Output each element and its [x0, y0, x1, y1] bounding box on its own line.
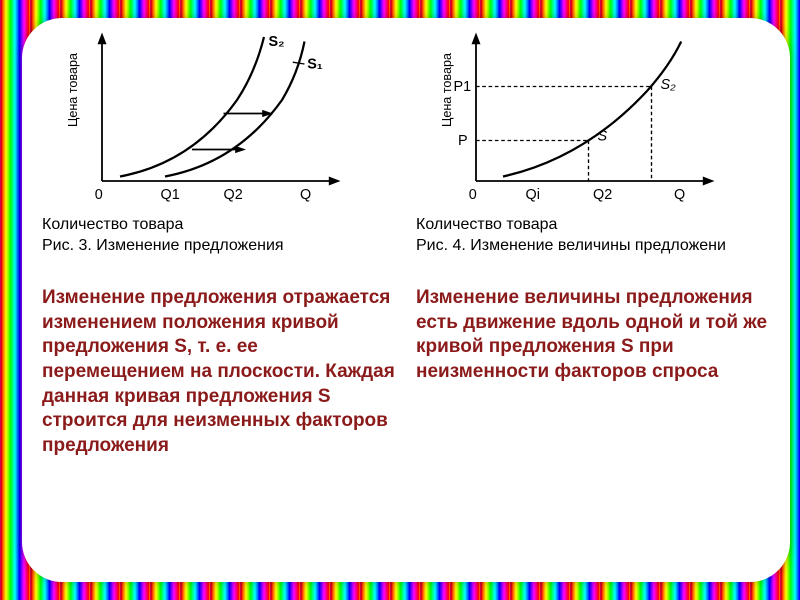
charts-container: Цена товара S₂ S₁ 0 Q1 Q2 Q Количество т	[42, 28, 770, 278]
point-s2: S₂	[661, 77, 677, 93]
chart1-tick1: Q1	[161, 187, 180, 203]
curve-supply	[503, 42, 681, 177]
point-s: S	[598, 129, 608, 145]
chart1-caption: Рис. 3. Изменение предложения	[42, 236, 396, 255]
curve-s2	[120, 37, 264, 177]
chart2-tick3: Q	[674, 187, 685, 203]
chart2-svg: Цена товара S S₂ P1 P 0 Qi Q2 Q	[416, 28, 770, 208]
chart-quantity-supplied: Цена товара S S₂ P1 P 0 Qi Q2 Q К	[416, 28, 770, 278]
curve-s1	[165, 42, 305, 177]
chart2-tick2: Q2	[593, 187, 612, 203]
chart-supply-shift: Цена товара S₂ S₁ 0 Q1 Q2 Q Количество т	[42, 28, 396, 278]
chart2-xlabel: Количество товара	[416, 215, 770, 234]
chart1-ylabel: Цена товара	[66, 53, 80, 127]
explain-right: Изменение величины предложения есть движ…	[416, 286, 770, 459]
explain-left: Изменение предложения отражается изменен…	[42, 286, 396, 459]
slide-content: Цена товара S₂ S₁ 0 Q1 Q2 Q Количество т	[22, 18, 790, 582]
chart2-tick1: Qi	[526, 187, 540, 203]
y-axis-arrow	[98, 33, 107, 45]
chart1-svg: Цена товара S₂ S₁ 0 Q1 Q2 Q	[42, 28, 396, 208]
label-s2: S₂	[269, 34, 285, 50]
chart1-tick0: 0	[95, 187, 103, 203]
chart2-ylabel: Цена товара	[440, 53, 454, 127]
label-s1: S₁	[307, 57, 323, 73]
chart1-tick2: Q2	[224, 187, 243, 203]
chart1-tick3: Q	[300, 187, 311, 203]
x-axis-arrow	[329, 177, 341, 186]
chart2-ytick1: P1	[454, 79, 472, 95]
chart2-tick0: 0	[469, 187, 477, 203]
chart1-xlabel: Количество товара	[42, 215, 396, 234]
explanations: Изменение предложения отражается изменен…	[42, 286, 770, 459]
chart2-ytick0: P	[458, 133, 468, 149]
chart2-caption: Рис. 4. Изменение величины предложени	[416, 236, 770, 255]
